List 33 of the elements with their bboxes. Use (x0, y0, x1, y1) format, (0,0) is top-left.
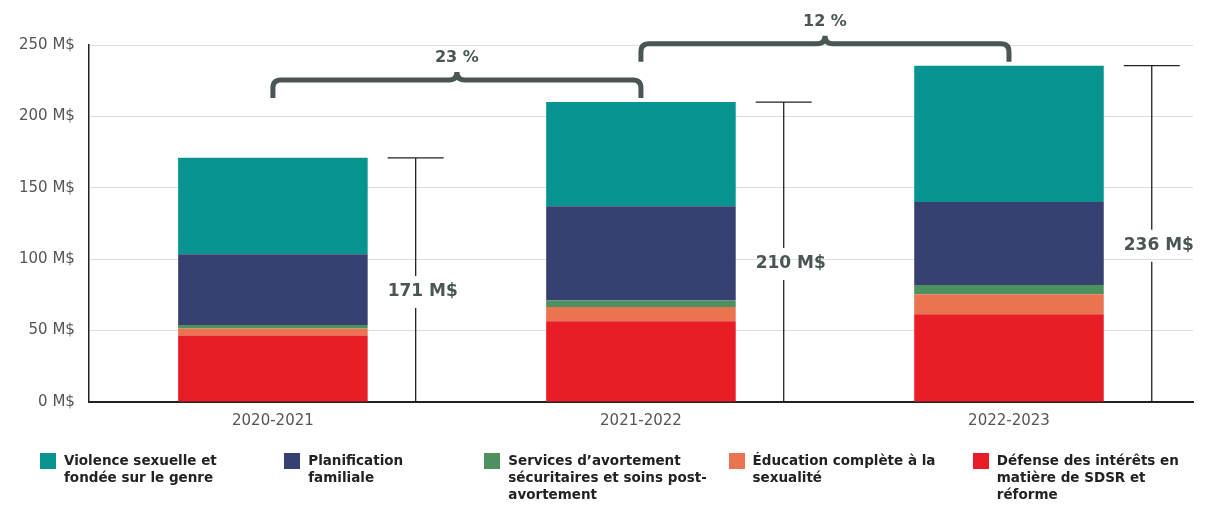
bar (178, 157, 368, 255)
bar (178, 335, 368, 402)
x-tick-label: 2020-2021 (232, 410, 314, 429)
y-tick-label: 200 M$ (18, 106, 75, 125)
bar (546, 102, 736, 207)
bar (914, 314, 1104, 402)
bar (914, 284, 1104, 295)
y-tick-label: 50 M$ (28, 320, 75, 339)
x-tick-label: 2022-2023 (968, 410, 1050, 429)
y-tick-label: 250 M$ (18, 34, 75, 53)
legend-label: Éducation complète à la sexualité (752, 452, 937, 486)
total-label: 171 M$ (387, 280, 458, 301)
legend-label: Défense des intérêts en matière de SDSR et réforme (996, 452, 1180, 503)
legend-label: Violence sexuelle et fondée sur le genre (64, 452, 218, 486)
x-tick-label: 2021-2022 (600, 410, 682, 429)
total-label: 236 M$ (1123, 234, 1194, 255)
bar (546, 321, 736, 402)
legend-label: Services d’avortement sécuritaires et soins post-avortement (508, 452, 708, 503)
annotation: 23 % (434, 47, 479, 67)
bar (914, 65, 1104, 203)
bar (546, 307, 736, 322)
y-tick-label: 100 M$ (18, 249, 75, 268)
bar (546, 206, 736, 301)
text: 12 % (803, 10, 847, 30)
bar (546, 300, 736, 308)
legend-label: Planification familiale (308, 452, 405, 486)
bar (178, 254, 368, 325)
bar (178, 328, 368, 336)
total-label: 210 M$ (755, 252, 826, 273)
bar (914, 294, 1104, 315)
y-tick-label: 0 M$ (38, 391, 75, 410)
y-tick-label: 150 M$ (18, 177, 75, 196)
bar (914, 202, 1104, 285)
